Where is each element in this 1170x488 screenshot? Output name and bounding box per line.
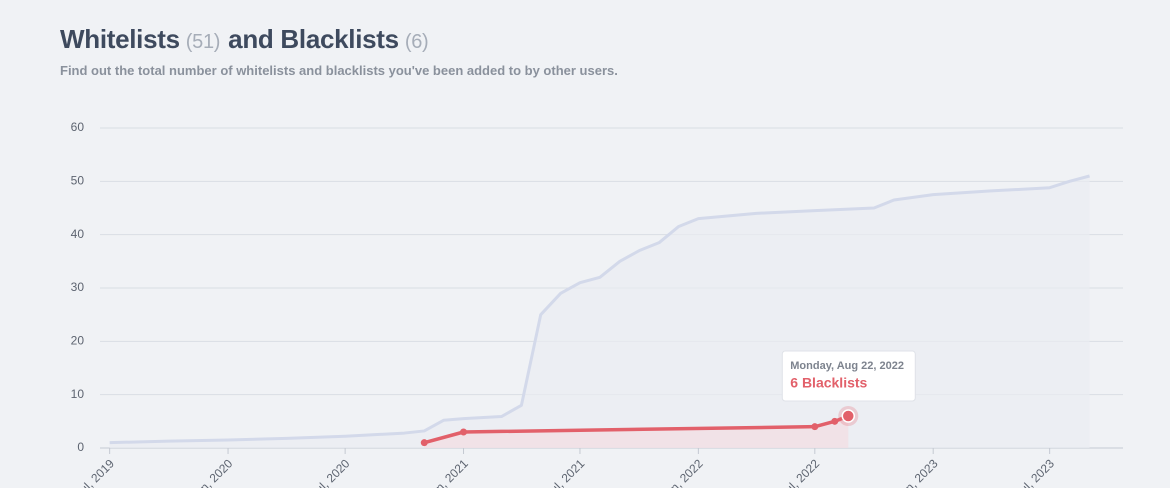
x-tick-label: Jul, 2020 [308,456,353,488]
marker [460,428,468,436]
y-tick-label: 60 [71,120,85,134]
y-tick-label: 30 [71,280,85,294]
marker [841,409,856,423]
x-tick-label: Jul, 2021 [543,456,588,488]
whitelists-count: (51) [185,31,221,53]
x-tick-label: Jul, 2022 [778,456,823,488]
x-tick-label: Jan, 2023 [893,456,940,488]
subtitle: Find out the total number of whitelists … [60,63,618,78]
line [109,174,1090,445]
y-tick-label: 40 [71,227,85,241]
x-tick-label: Jan, 2021 [424,456,471,488]
header: Whitelists (51) and Blacklists (6) Find out… [60,24,618,78]
tooltip-date: Monday, Aug 22, 2022 [790,360,904,372]
y-tick-label: 20 [71,334,85,348]
x-tick-label: Jul, 2023 [1013,456,1058,488]
marker [831,417,839,425]
x-tick-label: Jan, 2022 [659,456,706,488]
area [109,176,1090,448]
marker [420,439,428,447]
y-tick-label: 0 [77,440,84,454]
area [424,416,849,448]
tooltip-box [781,350,916,402]
y-tick-label: 10 [71,387,85,401]
title-blacklists: and Blacklists [228,24,399,54]
chart-title: Whitelists (51) and Blacklists (6) [60,24,618,55]
blacklists-count: (6) [404,31,429,53]
y-tick-label: 50 [71,174,85,188]
x-tick-label: Jul, 2019 [73,456,118,488]
tooltip-value: 6 Blacklists [790,375,867,391]
marker [811,423,819,431]
title-whitelists: Whitelists [60,24,180,54]
tooltip: Monday, Aug 22, 2022 6 Blacklists [781,350,916,402]
x-tick-label: Jan, 2020 [188,456,235,488]
